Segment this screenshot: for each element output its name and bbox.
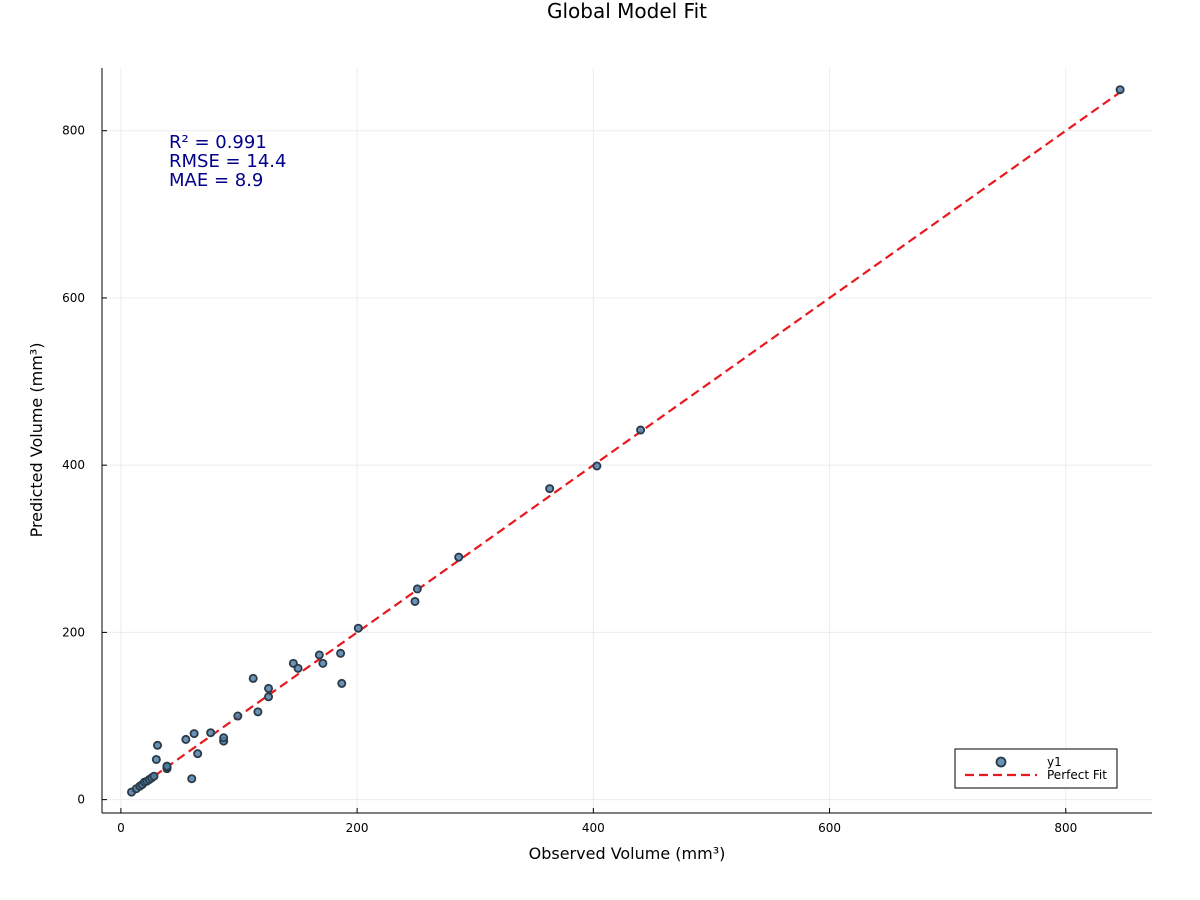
- data-point: [248, 673, 258, 683]
- legend-label-perfect-fit: Perfect Fit: [1047, 768, 1107, 782]
- data-point: [636, 425, 646, 435]
- y-ticks: 0 200 400 600 800: [62, 124, 107, 807]
- y-tick-label: 200: [62, 625, 85, 639]
- scatter-points: [127, 85, 1125, 797]
- annotation-rmse: RMSE = 14.4: [169, 151, 286, 172]
- data-point: [293, 663, 303, 673]
- perfect-fit-line-segment: [130, 88, 1125, 793]
- annotation-mae: MAE = 8.9: [169, 170, 263, 191]
- data-point: [206, 728, 216, 738]
- data-point: [153, 740, 163, 750]
- data-point: [412, 584, 422, 594]
- y-tick-label: 600: [62, 291, 85, 305]
- y-tick-label: 800: [62, 124, 85, 138]
- data-point: [1115, 85, 1125, 95]
- x-ticks: 0 200 400 600 800: [117, 808, 1077, 835]
- data-point: [189, 729, 199, 739]
- data-point: [592, 461, 602, 471]
- data-point: [264, 692, 274, 702]
- data-point: [162, 761, 172, 771]
- data-point: [545, 484, 555, 494]
- data-point: [151, 754, 161, 764]
- stats-annotation: R² = 0.991 RMSE = 14.4 MAE = 8.9: [169, 132, 286, 191]
- data-point: [337, 678, 347, 688]
- y-axis-label: Predicted Volume (mm³): [27, 343, 46, 538]
- x-tick-label: 200: [346, 821, 369, 835]
- data-point: [193, 749, 203, 759]
- perfect-fit-line: [130, 88, 1125, 793]
- data-point: [314, 650, 324, 660]
- data-point: [264, 683, 274, 693]
- legend-box: [954, 748, 1118, 789]
- data-point: [181, 734, 191, 744]
- data-point: [318, 658, 328, 668]
- x-tick-label: 600: [818, 821, 841, 835]
- legend-label-y1: y1: [1047, 755, 1062, 769]
- x-axis-label: Observed Volume (mm³): [529, 844, 726, 863]
- y-tick-label: 400: [62, 458, 85, 472]
- x-tick-label: 800: [1054, 821, 1077, 835]
- chart-title: Global Model Fit: [547, 0, 707, 23]
- grid: [102, 68, 1152, 813]
- annotation-r2: R² = 0.991: [169, 132, 267, 153]
- x-tick-label: 0: [117, 821, 125, 835]
- data-point: [353, 623, 363, 633]
- data-point: [253, 707, 263, 717]
- data-point: [233, 711, 243, 721]
- data-point: [336, 648, 346, 658]
- data-point: [454, 552, 464, 562]
- x-tick-label: 400: [582, 821, 605, 835]
- legend-marker-y1: [995, 756, 1007, 768]
- data-point: [410, 596, 420, 606]
- data-point: [219, 733, 229, 743]
- data-point: [187, 774, 197, 784]
- data-point: [149, 771, 159, 781]
- legend: y1 Perfect Fit: [954, 748, 1118, 789]
- y-tick-label: 0: [77, 793, 85, 807]
